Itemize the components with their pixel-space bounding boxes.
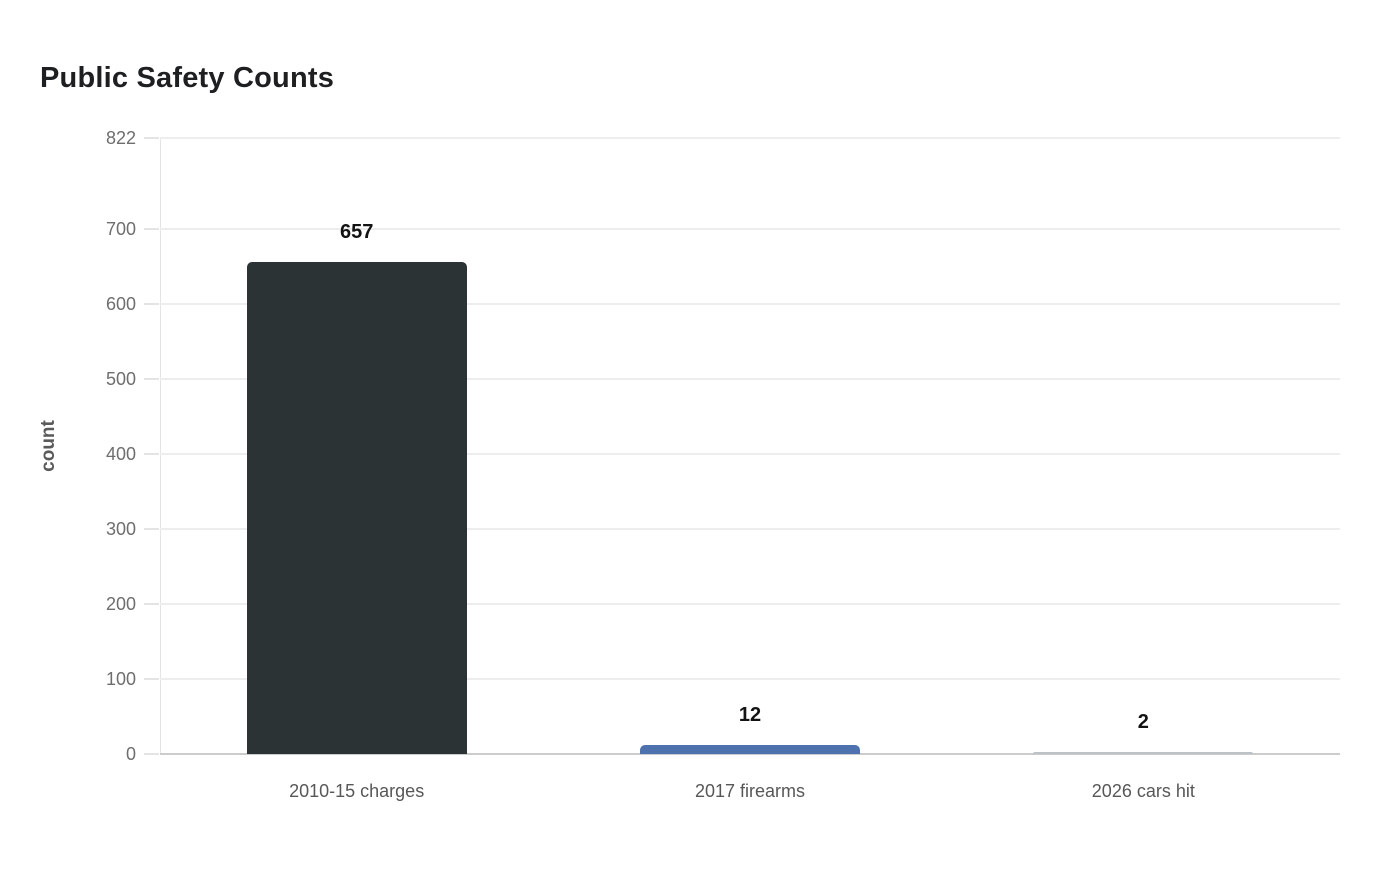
y-tick-mark — [144, 753, 159, 755]
bar-1 — [246, 261, 467, 754]
y-axis-line — [160, 138, 161, 754]
y-tick-mark — [144, 603, 159, 606]
y-tick-mark — [144, 228, 159, 231]
gridline — [160, 303, 1340, 306]
y-tick-mark — [144, 137, 159, 139]
gridline — [160, 678, 1340, 681]
y-tick-label: 100 — [105, 669, 136, 690]
bar-value-label: 657 — [339, 220, 374, 243]
y-tick-label: 200 — [105, 594, 136, 615]
y-tick-mark — [144, 303, 159, 306]
gridline — [160, 528, 1340, 531]
y-tick-label: 300 — [105, 519, 136, 540]
chart-title: Public Safety Counts — [40, 62, 335, 94]
x-axis-baseline — [160, 753, 1340, 755]
y-tick-mark — [144, 528, 159, 531]
bar-value-label: 2 — [1137, 711, 1149, 733]
bar-2 — [640, 745, 860, 754]
gridline — [160, 137, 1340, 139]
y-tick-label: 500 — [105, 369, 136, 390]
y-tick-label: 0 — [125, 744, 136, 764]
y-tick-mark — [144, 453, 159, 456]
gridline — [160, 453, 1340, 456]
y-tick-mark — [144, 678, 159, 681]
gridline — [160, 603, 1340, 606]
bar-3 — [1033, 752, 1254, 754]
gridline — [160, 228, 1340, 231]
y-tick-mark — [144, 378, 159, 381]
y-tick-label: 600 — [105, 294, 136, 315]
y-tick-label: 400 — [105, 444, 136, 465]
bar-value-label: 12 — [738, 704, 762, 727]
y-tick-label: 700 — [105, 219, 136, 240]
x-tick-label: 2017 firearms — [694, 781, 806, 801]
y-tick-label: 822 — [105, 128, 136, 148]
plot-area: 657 12 2 — [160, 137, 1340, 755]
x-tick-label: 2026 cars hit — [1091, 781, 1195, 801]
gridline — [160, 378, 1340, 381]
x-tick-label: 2010-15 charges — [289, 781, 425, 801]
